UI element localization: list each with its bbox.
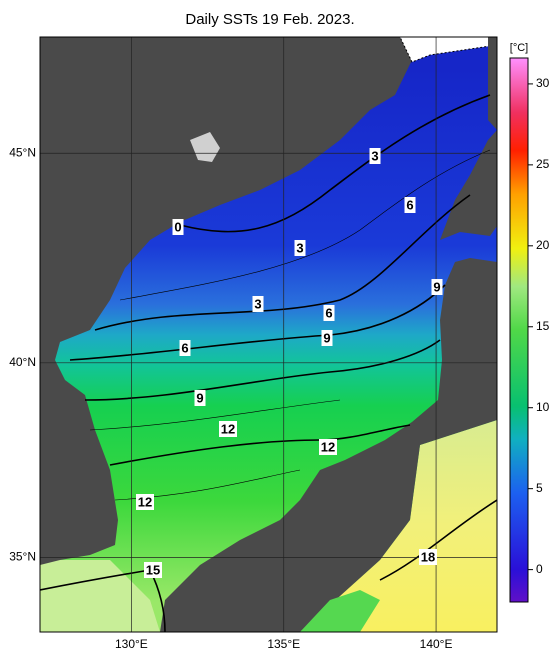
- pacific-sea: [300, 420, 497, 632]
- colorbar-label: [°C]: [510, 42, 528, 54]
- contour-label: 12: [138, 494, 152, 509]
- contour-label-box: [369, 148, 381, 164]
- contour-label-box: [136, 494, 154, 510]
- contour-label-box: [179, 340, 191, 356]
- colorbar-tick-label: 0: [536, 562, 543, 576]
- contour-label-box: [144, 562, 162, 578]
- contour-label-box: [323, 305, 335, 321]
- contour-label: 12: [321, 439, 335, 454]
- contour-label-box: [404, 197, 416, 213]
- colorbar-tick-label: 25: [536, 157, 550, 171]
- sea-ice: [399, 37, 497, 63]
- contour-label: 6: [181, 340, 188, 355]
- lon-tick-label: 130°E: [115, 637, 148, 651]
- inland-sea: [300, 590, 380, 632]
- contour-label-box: [252, 296, 264, 312]
- contour-label: 15: [146, 562, 160, 577]
- contour-label: 0: [174, 219, 181, 234]
- sea-south-west: [40, 560, 160, 632]
- contour-label-box: [419, 549, 437, 565]
- contour-label: 3: [296, 240, 303, 255]
- colorbar-tick-label: 30: [536, 76, 550, 90]
- map-area: [40, 37, 497, 632]
- colorbar-tick-label: 10: [536, 400, 550, 414]
- contour-label: 6: [406, 197, 413, 212]
- contour-label: 9: [196, 390, 203, 405]
- lat-tick-label: 45°N: [9, 145, 36, 159]
- contour-label-box: [321, 330, 333, 346]
- lon-tick-label: 140°E: [420, 637, 453, 651]
- contour-label-box: [194, 390, 206, 406]
- contour-label: 3: [254, 296, 261, 311]
- title: Daily SSTs 19 Feb. 2023.: [185, 11, 354, 28]
- lake-khanka: [190, 132, 220, 162]
- asia-land: [40, 37, 412, 565]
- lon-tick-label: 135°E: [267, 637, 300, 651]
- colorbar-tick-label: 5: [536, 481, 543, 495]
- contour-label-box: [172, 219, 184, 235]
- contour-label: 18: [421, 549, 435, 564]
- contour-label-box: [431, 279, 443, 295]
- colorbar-tick-label: 15: [536, 319, 550, 333]
- colorbar: [509, 57, 529, 603]
- honshu-land: [160, 258, 497, 632]
- contour-label: 6: [325, 305, 332, 320]
- contour-label-box: [294, 240, 306, 256]
- contour-label: 3: [371, 148, 378, 163]
- colorbar-tick-label: 20: [536, 238, 550, 252]
- lat-tick-label: 35°N: [9, 550, 36, 564]
- sakhalin-land: [488, 37, 497, 130]
- contour-label: 9: [433, 279, 440, 294]
- contour-label-box: [219, 421, 237, 437]
- contour-label: 9: [323, 330, 330, 345]
- contour-label-box: [319, 439, 337, 455]
- map-frame: [39, 36, 498, 633]
- hokkaido-land: [440, 130, 497, 240]
- contour-label: 12: [221, 421, 235, 436]
- lat-tick-label: 40°N: [9, 355, 36, 369]
